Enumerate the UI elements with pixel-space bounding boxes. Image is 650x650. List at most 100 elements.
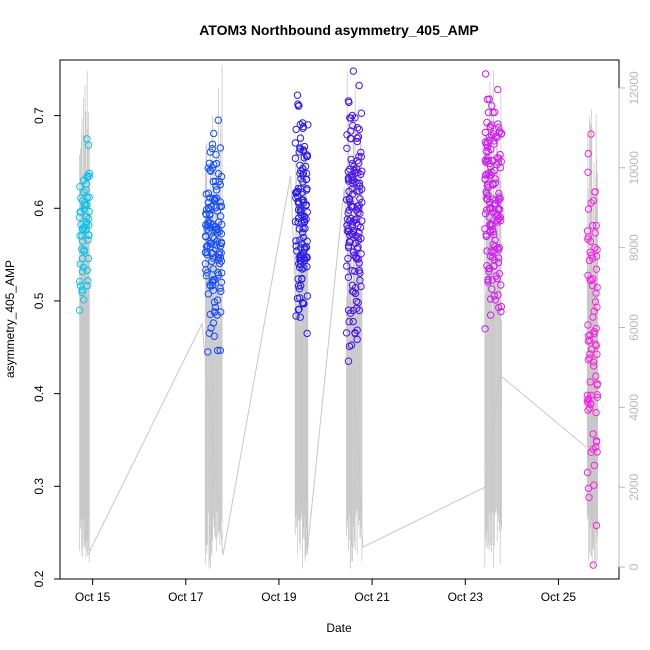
data-point	[300, 264, 308, 272]
data-point	[344, 97, 353, 105]
data-point	[301, 162, 310, 171]
data-point	[300, 300, 308, 308]
data-point	[349, 317, 357, 326]
data-point	[497, 157, 505, 166]
data-point	[584, 321, 592, 329]
data-point	[357, 250, 365, 258]
data-point	[206, 166, 214, 175]
data-point	[209, 233, 217, 241]
data-point	[488, 285, 496, 293]
data-point	[592, 521, 601, 530]
data-point	[208, 164, 217, 172]
data-point	[357, 234, 365, 243]
data-point	[80, 296, 88, 304]
data-point	[590, 481, 598, 489]
data-point	[487, 221, 495, 230]
y-tick-label: 0.5	[32, 292, 46, 309]
data-point	[84, 236, 92, 244]
data-point	[589, 561, 597, 569]
data-point	[592, 443, 600, 451]
data-point	[487, 247, 495, 255]
data-point	[344, 254, 352, 263]
data-point	[206, 310, 215, 319]
data-point	[83, 282, 91, 290]
data-point	[296, 294, 304, 302]
data-point	[483, 195, 492, 204]
data-point	[296, 313, 304, 321]
data-point	[83, 135, 91, 143]
data-point	[584, 484, 593, 493]
data-point	[587, 130, 595, 138]
data-point	[592, 265, 601, 273]
data-point	[208, 250, 216, 258]
data-point	[209, 276, 218, 284]
data-point	[495, 246, 503, 254]
data-point	[584, 406, 592, 414]
x-tick-label: Oct 15	[75, 590, 111, 604]
data-point	[299, 146, 308, 154]
data-point	[351, 216, 359, 224]
data-point	[585, 493, 593, 502]
data-point	[292, 312, 300, 320]
data-point	[587, 399, 595, 408]
data-point	[296, 134, 305, 142]
data-point	[489, 108, 497, 117]
data-point	[593, 391, 601, 399]
data-point	[294, 206, 303, 214]
data-point	[344, 273, 353, 281]
y-tick-label: 0.7	[32, 107, 46, 124]
data-point	[216, 284, 224, 292]
data-point	[593, 350, 601, 358]
data-point	[295, 225, 304, 233]
data-point	[77, 194, 85, 202]
data-point	[488, 168, 496, 176]
data-point	[343, 262, 351, 270]
data-point	[206, 211, 214, 219]
data-point	[496, 205, 504, 214]
data-point	[216, 254, 225, 262]
data-point	[212, 186, 221, 194]
data-point	[345, 342, 354, 351]
data-point	[495, 129, 503, 137]
data-point	[210, 196, 219, 204]
data-point	[494, 291, 502, 299]
data-point	[347, 214, 355, 223]
y-tick-label: 0.4	[32, 385, 46, 402]
data-point	[355, 125, 363, 134]
data-point	[353, 326, 361, 334]
data-point	[292, 125, 300, 134]
data-point	[494, 85, 502, 94]
data-point	[216, 144, 225, 152]
data-point	[584, 332, 593, 340]
data-point	[349, 122, 357, 130]
data-point	[584, 235, 592, 243]
data-point	[216, 346, 225, 355]
data-point	[343, 144, 351, 153]
data-point	[356, 269, 364, 277]
data-point	[293, 91, 302, 99]
data-point	[296, 161, 304, 170]
data-point	[347, 341, 356, 349]
data-point	[206, 148, 215, 156]
data-point	[211, 177, 220, 186]
data-point	[482, 232, 491, 241]
y-tick-label: 0.2	[32, 570, 46, 587]
data-point	[354, 168, 362, 177]
data-point	[483, 262, 491, 270]
data-point	[589, 430, 597, 438]
data-point	[584, 168, 592, 177]
data-point	[82, 225, 90, 234]
data-point	[483, 247, 491, 255]
data-point	[354, 221, 362, 230]
data-point	[76, 277, 84, 286]
y-axis-label: asymmetry_405_AMP	[3, 260, 17, 378]
data-point	[353, 134, 361, 143]
data-point	[347, 171, 355, 179]
data-point	[348, 159, 357, 168]
data-point	[586, 248, 594, 257]
data-point	[303, 292, 312, 300]
data-point	[204, 290, 213, 298]
data-point	[203, 225, 211, 234]
data-point	[584, 271, 592, 280]
